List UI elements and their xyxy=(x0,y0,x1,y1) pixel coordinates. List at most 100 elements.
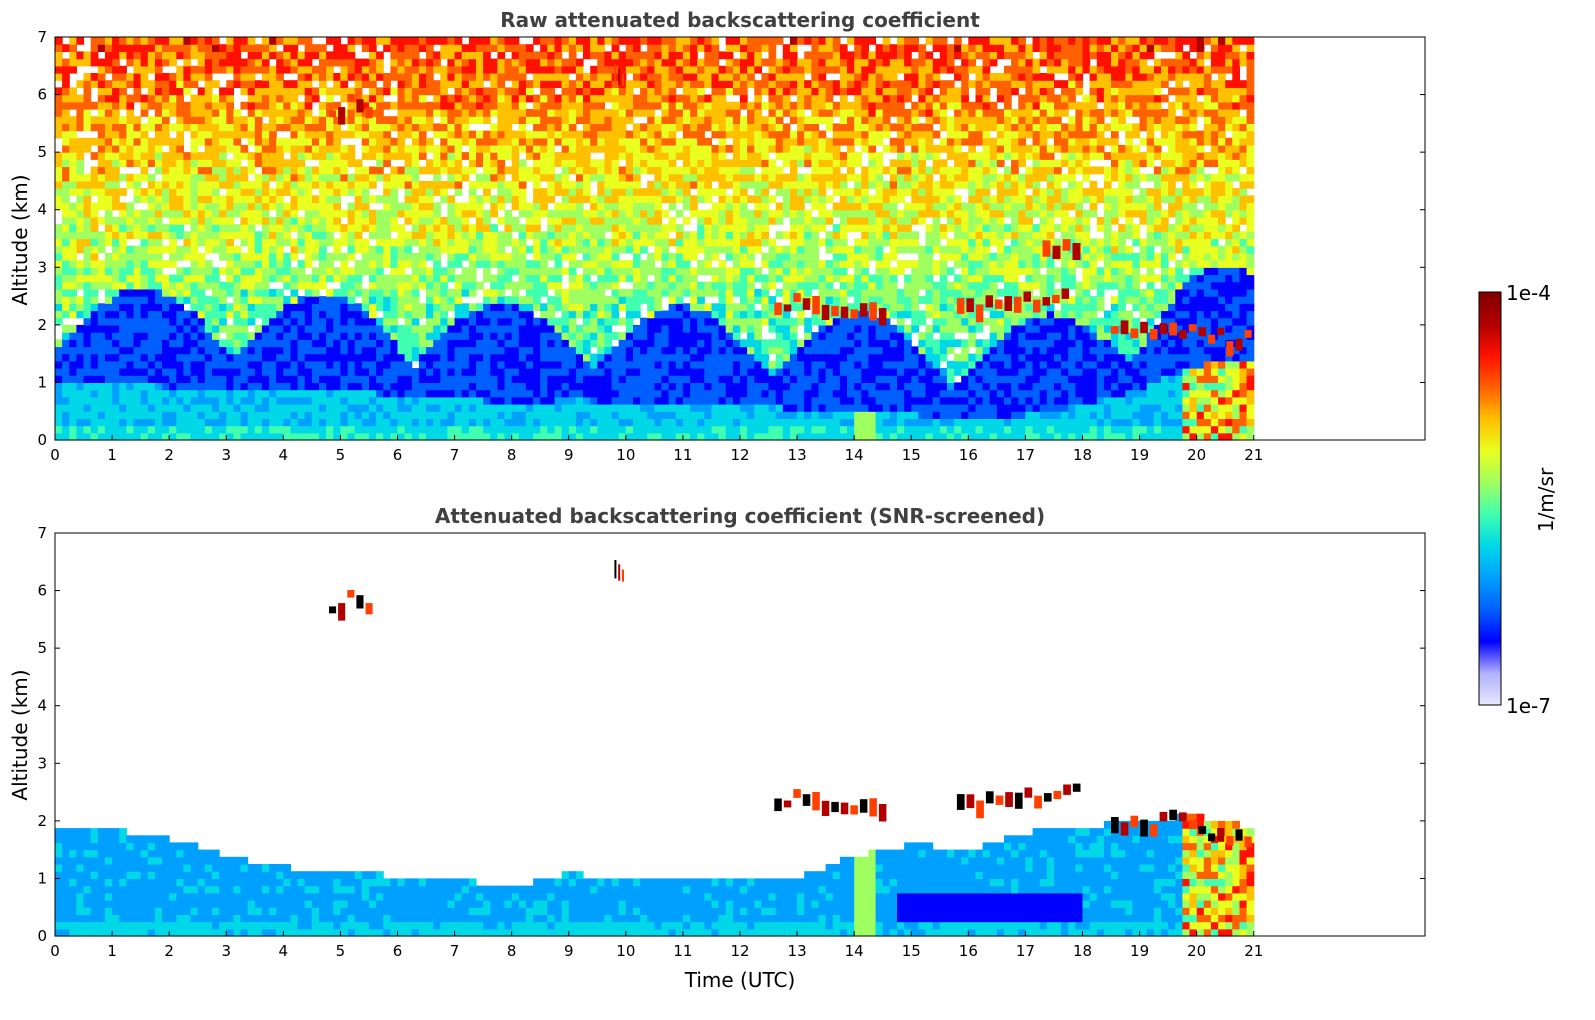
heatmap-cell xyxy=(354,159,363,168)
heatmap-cell xyxy=(647,303,655,312)
heatmap-cell xyxy=(468,80,477,88)
heatmap-cell xyxy=(97,216,106,225)
heatmap-cell xyxy=(525,166,534,175)
heatmap-cell xyxy=(625,375,634,383)
heatmap-cell xyxy=(654,360,663,369)
heatmap-cell xyxy=(725,224,734,232)
heatmap-cell xyxy=(697,389,705,398)
heatmap-cell xyxy=(568,425,577,434)
heatmap-cell xyxy=(483,252,491,261)
heatmap-cell xyxy=(697,195,705,204)
heatmap-cell xyxy=(254,346,263,355)
heatmap-cell xyxy=(682,144,691,153)
heatmap-cell xyxy=(725,252,734,261)
heatmap-cell xyxy=(604,144,613,153)
heatmap-cell xyxy=(176,87,184,96)
heatmap-cell xyxy=(561,231,570,240)
heatmap-cell xyxy=(254,425,263,434)
heatmap-cell xyxy=(483,296,491,304)
heatmap-cell xyxy=(461,166,470,175)
heatmap-cell xyxy=(297,339,306,348)
heatmap-cell xyxy=(97,109,106,117)
heatmap-cell xyxy=(675,425,684,434)
heatmap-cell xyxy=(604,238,613,247)
heatmap-cell xyxy=(725,353,734,362)
heatmap-cell xyxy=(376,152,384,160)
heatmap-cell xyxy=(197,425,206,434)
heatmap-cell xyxy=(104,166,113,175)
heatmap-cell xyxy=(640,101,648,110)
heatmap-cell xyxy=(490,404,498,412)
heatmap-cell xyxy=(575,65,584,74)
heatmap-cell xyxy=(668,382,677,391)
heatmap-cell xyxy=(725,425,734,434)
heatmap-cell xyxy=(497,296,506,304)
heatmap-cell xyxy=(104,346,113,355)
heatmap-cell xyxy=(197,209,206,218)
heatmap-cell xyxy=(311,238,320,247)
heatmap-cell xyxy=(55,238,63,247)
heatmap-cell xyxy=(547,109,555,117)
heatmap-cell xyxy=(240,87,249,96)
heatmap-cell xyxy=(169,166,177,175)
heatmap-cell xyxy=(247,116,256,124)
heatmap-cell xyxy=(697,324,705,333)
heatmap-cell xyxy=(311,202,320,211)
heatmap-cell xyxy=(311,389,320,398)
heatmap-cell xyxy=(276,58,284,67)
heatmap-cell xyxy=(740,87,748,96)
heatmap-cell xyxy=(126,303,135,312)
heatmap-cell xyxy=(697,216,705,225)
heatmap-cell xyxy=(533,296,541,304)
heatmap-cell xyxy=(583,252,591,261)
heatmap-cell xyxy=(340,73,349,81)
heatmap-cell xyxy=(575,73,584,81)
heatmap-cell xyxy=(176,382,184,391)
heatmap-cell xyxy=(411,252,420,261)
heatmap-cell xyxy=(304,152,313,160)
heatmap-cell xyxy=(212,202,220,211)
heatmap-cell xyxy=(361,375,370,383)
heatmap-cell xyxy=(340,152,349,160)
heatmap-cell xyxy=(319,368,327,376)
heatmap-cell xyxy=(183,73,192,81)
heatmap-cell xyxy=(162,310,170,319)
heatmap-cell xyxy=(62,339,70,348)
heatmap-cell xyxy=(732,404,741,412)
heatmap-cell xyxy=(647,109,655,117)
heatmap-cell xyxy=(333,252,341,261)
heatmap-cell xyxy=(711,238,720,247)
heatmap-cell xyxy=(497,252,506,261)
heatmap-cell xyxy=(369,58,377,67)
heatmap-cell xyxy=(83,310,92,319)
heatmap-cell xyxy=(140,317,149,326)
heatmap-cell xyxy=(169,238,177,247)
heatmap-cell xyxy=(476,425,484,434)
heatmap-cell xyxy=(269,411,277,419)
heatmap-cell xyxy=(690,296,698,304)
heatmap-cell xyxy=(390,418,399,427)
heatmap-cell xyxy=(176,375,184,383)
heatmap-cell xyxy=(426,411,434,419)
heatmap-cell xyxy=(304,245,313,254)
heatmap-cell xyxy=(525,116,534,124)
heatmap-cell xyxy=(190,382,199,391)
heatmap-cell xyxy=(583,404,591,412)
heatmap-cell xyxy=(140,303,149,312)
heatmap-cell xyxy=(554,382,563,391)
heatmap-cell xyxy=(340,224,349,232)
heatmap-cell xyxy=(633,375,641,383)
heatmap-cell xyxy=(483,267,491,276)
heatmap-cell xyxy=(511,404,520,412)
heatmap-cell xyxy=(518,360,527,369)
heatmap-cell xyxy=(212,101,220,110)
heatmap-cell xyxy=(397,267,406,276)
heatmap-cell xyxy=(126,252,135,261)
heatmap-cell xyxy=(561,109,570,117)
heatmap-cell xyxy=(133,144,142,153)
heatmap-cell xyxy=(433,51,441,60)
heatmap-cell xyxy=(283,173,291,182)
heatmap-cell xyxy=(740,130,748,139)
heatmap-cell xyxy=(732,274,741,283)
heatmap-cell xyxy=(383,260,391,268)
